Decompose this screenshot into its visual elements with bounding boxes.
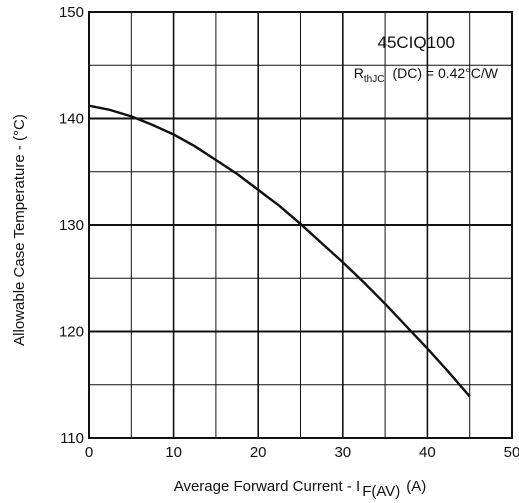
rth-symbol: R [354,65,364,81]
x-axis-label-subscript: F(AV) [362,483,400,500]
x-axis-label-unit: (A) [406,478,426,495]
plot-frame-group [88,11,513,439]
x-tick-label: 20 [250,444,267,461]
y-axis-label: Allowable Case Temperature - (°C) [11,114,28,346]
y-tick-label: 150 [59,4,84,21]
y-tick-label: 120 [59,324,84,341]
rth-subscript: thJC [364,74,385,85]
plot-frame [88,11,513,439]
x-tick-label: 30 [334,444,351,461]
thermal-resistance-annotation: RthJC (DC) = 0.42°C/W [354,65,499,85]
x-axis-label: Average Forward Current - I F(AV) (A) [174,478,427,500]
y-tick-labels: 110 120 130 140 150 [59,4,84,447]
part-number-annotation: 45CIQ100 [378,33,456,52]
x-tick-label: 0 [85,444,93,461]
y-tick-label: 110 [60,430,84,447]
x-tick-labels: 0 10 20 30 40 50 [85,444,519,461]
series-line [88,104,471,398]
rth-value: (DC) = 0.42°C/W [392,65,498,81]
x-axis-label-main: Average Forward Current - I [174,478,360,495]
x-tick-label: 10 [165,444,182,461]
series-group [88,104,471,398]
y-tick-label: 130 [59,217,84,234]
x-tick-label: 50 [504,444,519,461]
y-tick-label: 140 [59,111,84,128]
x-tick-label: 40 [419,444,436,461]
